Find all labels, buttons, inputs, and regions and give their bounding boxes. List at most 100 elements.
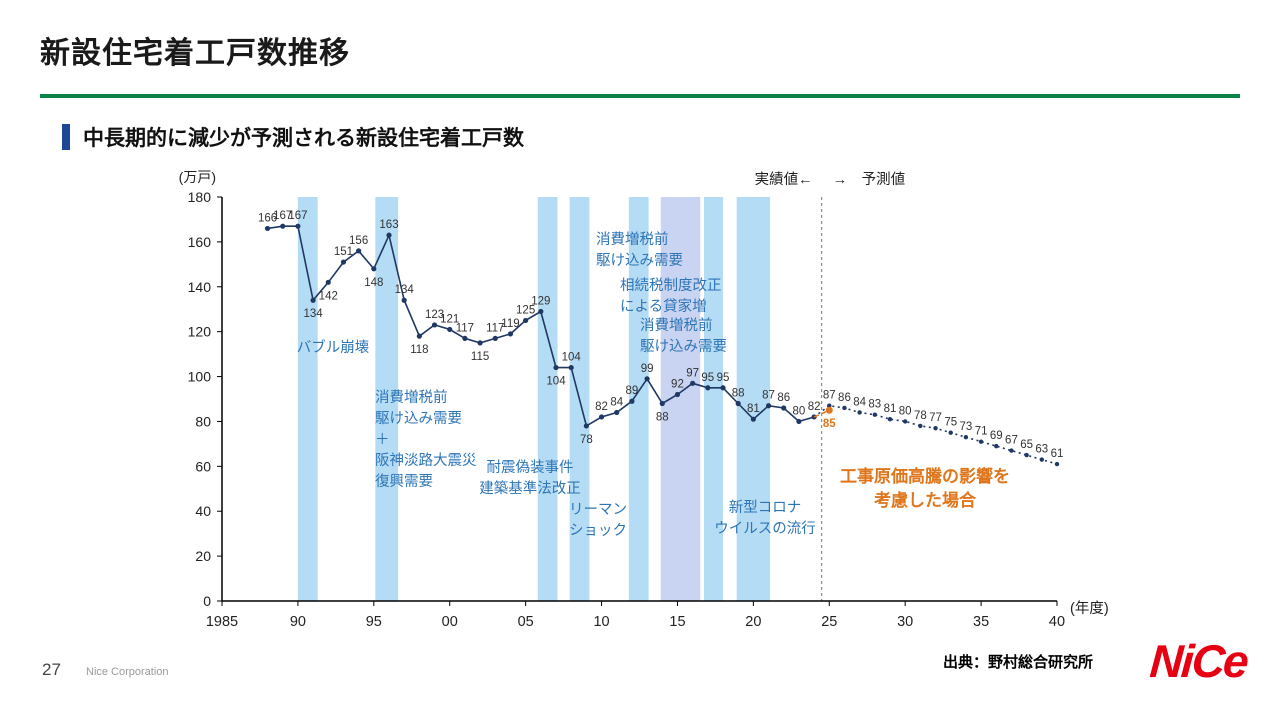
section-heading-text: 中長期的に減少が予測される新設住宅着工戸数 <box>83 127 524 150</box>
data-point-label: 89 <box>626 385 639 397</box>
data-point <box>963 434 969 440</box>
data-point <box>933 425 938 431</box>
y-axis-tick-label: 20 <box>195 548 211 564</box>
data-point-label: 73 <box>960 421 973 433</box>
period-highlight-band <box>660 197 701 601</box>
x-axis-tick-label: 20 <box>745 614 761 630</box>
series-line <box>813 409 830 418</box>
data-point <box>735 400 741 407</box>
data-point-label: 81 <box>747 403 760 415</box>
data-point-label: 104 <box>562 352 582 364</box>
data-point-label: 86 <box>777 392 790 404</box>
data-point-label: 99 <box>641 363 654 375</box>
data-point-label: 121 <box>440 313 459 325</box>
data-point-label: 104 <box>546 376 566 388</box>
data-point-label: 61 <box>1051 448 1064 460</box>
chart-annotation: による貸家増 <box>620 298 707 315</box>
data-point-label: 95 <box>717 372 730 384</box>
data-point <box>431 322 438 328</box>
data-point <box>827 403 832 408</box>
data-point-label: 167 <box>288 210 307 222</box>
page-title: 新設住宅着工戸数推移 <box>40 37 350 70</box>
y-axis-tick-label: 120 <box>188 324 212 340</box>
period-highlight-band <box>375 197 399 601</box>
data-point-label: 83 <box>868 399 881 411</box>
data-point-label: 65 <box>1020 439 1033 451</box>
data-point <box>1009 448 1014 453</box>
data-point-label: 156 <box>349 235 368 247</box>
data-point <box>447 326 453 333</box>
data-point-label: 123 <box>425 309 444 321</box>
x-axis-tick-label: 25 <box>821 614 837 630</box>
data-point-label: 92 <box>671 379 684 391</box>
housing-starts-chart: 0 20 40 60 80 100 120 140 160 180 1985 90 95 00 05 10 15… <box>179 169 1109 630</box>
data-point-label: 80 <box>899 405 912 417</box>
chart-annotation: 復興需要 <box>375 473 433 490</box>
data-point <box>994 443 999 449</box>
period-highlight-band <box>297 197 318 601</box>
chart-annotation: 駆け込み需要 <box>375 410 462 427</box>
data-point <box>523 317 529 324</box>
x-axis-tick-label: 05 <box>518 614 534 630</box>
data-point-label: 84 <box>853 396 866 408</box>
data-point <box>295 223 301 229</box>
period-highlight-band <box>628 197 649 601</box>
data-point <box>386 232 392 238</box>
chart-annotation: 新型コロナ <box>729 499 802 516</box>
data-point <box>614 409 620 416</box>
data-point-label: 117 <box>456 322 474 334</box>
data-point <box>340 259 347 265</box>
data-point-label: 85 <box>823 418 836 430</box>
data-point <box>598 414 605 420</box>
data-point <box>796 418 802 425</box>
company-name: Nice Corporation <box>86 666 169 678</box>
data-point-label: 97 <box>686 367 699 379</box>
data-point-label: 69 <box>990 430 1003 442</box>
data-point-label: 118 <box>410 344 428 356</box>
data-point <box>720 385 726 391</box>
chart-annotation: 相続税制度改正 <box>620 277 722 294</box>
x-axis-tick-label: 40 <box>1049 614 1065 630</box>
data-point-label: 87 <box>762 390 775 402</box>
data-point-label: 63 <box>1035 444 1048 456</box>
data-point <box>401 297 407 303</box>
data-point-label: 77 <box>929 412 942 424</box>
y-axis-tick-label: 40 <box>195 503 211 519</box>
data-point <box>978 439 984 444</box>
chart-annotation: リーマン <box>569 502 627 518</box>
data-point-label: 71 <box>975 426 988 438</box>
source-note: 出典：野村総合研究所 <box>943 654 1094 671</box>
period-highlight-band <box>704 197 723 601</box>
x-axis-tick-label: 10 <box>593 614 609 630</box>
data-point <box>492 335 498 341</box>
data-point-label: 78 <box>580 434 593 446</box>
data-point <box>371 266 377 272</box>
chart-annotation: 消費増税前 <box>596 231 669 248</box>
data-point <box>902 419 908 424</box>
data-point <box>264 225 271 232</box>
x-axis-tick-label: 1985 <box>206 614 238 630</box>
data-point <box>325 279 331 285</box>
chart-annotation: 阪神淡路大震災 <box>375 452 477 469</box>
data-point-label: 163 <box>379 219 398 231</box>
x-axis-tick-label: 90 <box>290 614 306 630</box>
data-point <box>1024 452 1029 458</box>
data-point <box>538 308 544 315</box>
data-point <box>310 297 316 303</box>
chart-annotation: 耐震偽装事件 <box>487 459 574 476</box>
data-point-label: 75 <box>944 417 957 429</box>
actual-side-label: 実績値← <box>755 171 813 188</box>
data-point-label: 78 <box>914 410 927 422</box>
x-unit-label: (年度) <box>1070 600 1109 617</box>
data-point <box>280 223 286 229</box>
data-point <box>507 331 514 337</box>
data-point-label: 166 <box>258 212 277 224</box>
period-highlight-band <box>537 197 558 601</box>
data-point <box>825 406 833 414</box>
data-point <box>477 340 483 346</box>
data-point-label: 86 <box>838 392 851 404</box>
data-point <box>462 335 468 341</box>
data-point-label: 95 <box>701 372 714 384</box>
data-point-label: 117 <box>486 322 504 334</box>
data-point <box>857 410 862 415</box>
